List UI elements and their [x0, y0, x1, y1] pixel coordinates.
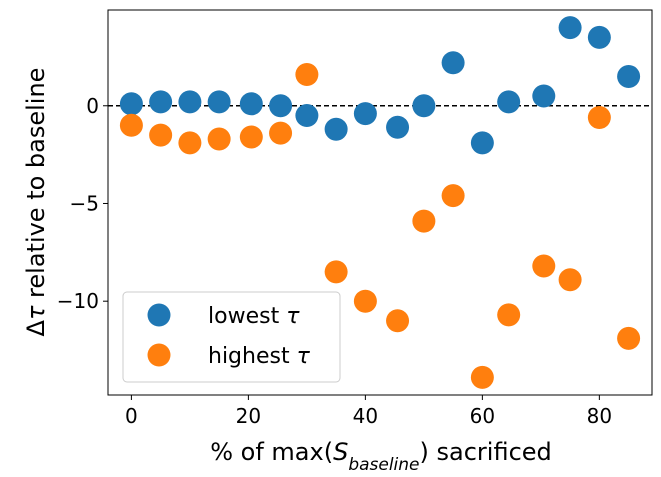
point-lowest-7 — [324, 117, 348, 141]
point-lowest-5 — [269, 94, 293, 118]
point-highest-8 — [353, 289, 377, 313]
x-axis-ticks: 0 20 40 60 80 — [125, 395, 612, 428]
point-lowest-3 — [207, 90, 231, 114]
point-lowest-16 — [587, 25, 611, 49]
point-lowest-9 — [386, 115, 410, 139]
legend-label-highest-text: highest — [208, 344, 297, 369]
point-lowest-1 — [149, 90, 173, 114]
x-tick-label-60: 60 — [470, 404, 495, 428]
point-highest-9 — [386, 309, 410, 333]
legend-marker-lowest — [147, 303, 171, 327]
point-lowest-0 — [119, 92, 143, 116]
legend-label-lowest-variable: τ — [286, 304, 300, 329]
x-tick-label-40: 40 — [353, 404, 378, 428]
point-lowest-6 — [295, 104, 319, 128]
y-axis-label-suffix: relative to baseline — [22, 68, 50, 306]
point-highest-5 — [269, 121, 293, 145]
y-axis-ticks: 0 −5 −10 — [57, 94, 108, 313]
y-axis-label: Δτ relative to baseline — [22, 68, 50, 337]
point-lowest-11 — [441, 51, 465, 75]
point-lowest-8 — [353, 102, 377, 126]
x-axis-label-variable: S — [333, 438, 348, 466]
legend: lowest τ highest τ — [122, 291, 341, 383]
point-highest-4 — [239, 125, 263, 149]
y-tick-label-1: −5 — [70, 191, 99, 215]
point-lowest-2 — [178, 90, 202, 114]
y-tick-label-0: 0 — [86, 94, 99, 118]
legend-label-highest: highest τ — [208, 344, 311, 369]
x-axis-label: % of max(Sbaseline) sacrificed — [210, 438, 552, 475]
x-axis-label-subscript: baseline — [348, 455, 419, 475]
x-tick-label-0: 0 — [125, 404, 138, 428]
point-highest-1 — [149, 123, 173, 147]
plot-area-frame — [107, 9, 653, 396]
point-highest-16 — [587, 105, 611, 129]
y-axis-label-variable: τ — [22, 305, 50, 320]
point-highest-2 — [178, 131, 202, 155]
point-highest-3 — [207, 127, 231, 151]
legend-box — [122, 291, 341, 383]
point-highest-12 — [470, 365, 494, 389]
point-highest-13 — [497, 303, 521, 327]
point-highest-14 — [532, 254, 556, 278]
point-highest-0 — [119, 113, 143, 137]
point-lowest-4 — [239, 92, 263, 116]
point-highest-11 — [441, 184, 465, 208]
point-highest-15 — [558, 268, 582, 292]
point-highest-10 — [412, 209, 436, 233]
x-axis-label-suffix: ) sacrificed — [420, 438, 552, 466]
point-highest-6 — [295, 62, 319, 86]
point-lowest-10 — [412, 94, 436, 118]
point-lowest-17 — [617, 64, 641, 88]
x-tick-label-80: 80 — [587, 404, 612, 428]
point-lowest-14 — [532, 84, 556, 108]
point-lowest-15 — [558, 16, 582, 40]
legend-marker-highest — [147, 343, 171, 367]
y-tick-label-2: −10 — [57, 289, 99, 313]
x-tick-label-20: 20 — [236, 404, 261, 428]
point-highest-7 — [324, 260, 348, 284]
point-highest-17 — [617, 326, 641, 350]
y-axis-label-prefix: Δ — [22, 319, 50, 336]
legend-label-highest-variable: τ — [297, 344, 311, 369]
legend-label-lowest: lowest τ — [208, 304, 300, 329]
points-layer — [119, 16, 641, 389]
legend-label-lowest-text: lowest — [208, 304, 286, 329]
point-lowest-13 — [497, 90, 521, 114]
x-axis-label-prefix: % of max( — [210, 438, 333, 466]
point-lowest-12 — [470, 131, 494, 155]
